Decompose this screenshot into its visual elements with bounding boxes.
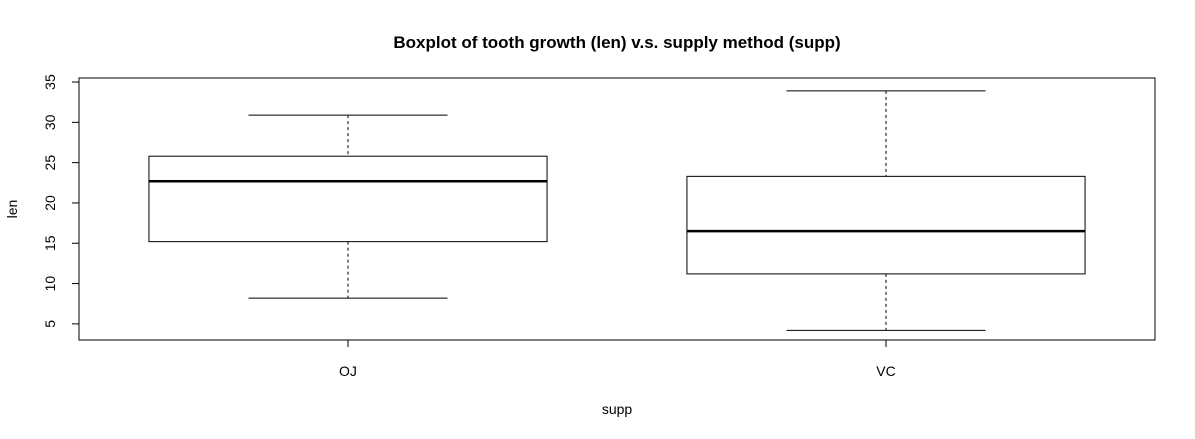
chart-title: Boxplot of tooth growth (len) v.s. suppl… — [393, 33, 840, 52]
y-axis: 5 10 15 20 25 30 35 — [42, 74, 79, 328]
iqr-box — [686, 175, 1086, 275]
y-tick-label-15: 15 — [42, 235, 58, 251]
y-tick-label-30: 30 — [42, 114, 58, 130]
y-tick-label-5: 5 — [42, 320, 58, 328]
x-tick-label-VC: VC — [876, 363, 895, 379]
box-OJ — [148, 114, 548, 299]
iqr-box — [148, 155, 548, 243]
y-tick-label-35: 35 — [42, 74, 58, 90]
x-axis-label: supp — [602, 401, 633, 417]
x-tick-label-OJ: OJ — [339, 363, 357, 379]
boxes — [148, 90, 1086, 331]
y-tick-label-20: 20 — [42, 195, 58, 211]
y-tick-label-10: 10 — [42, 276, 58, 292]
y-tick-label-25: 25 — [42, 155, 58, 171]
y-axis-label: len — [4, 200, 20, 219]
box-VC — [686, 90, 1086, 331]
plot-frame — [78, 77, 1156, 341]
x-axis: OJ VC — [339, 340, 896, 379]
